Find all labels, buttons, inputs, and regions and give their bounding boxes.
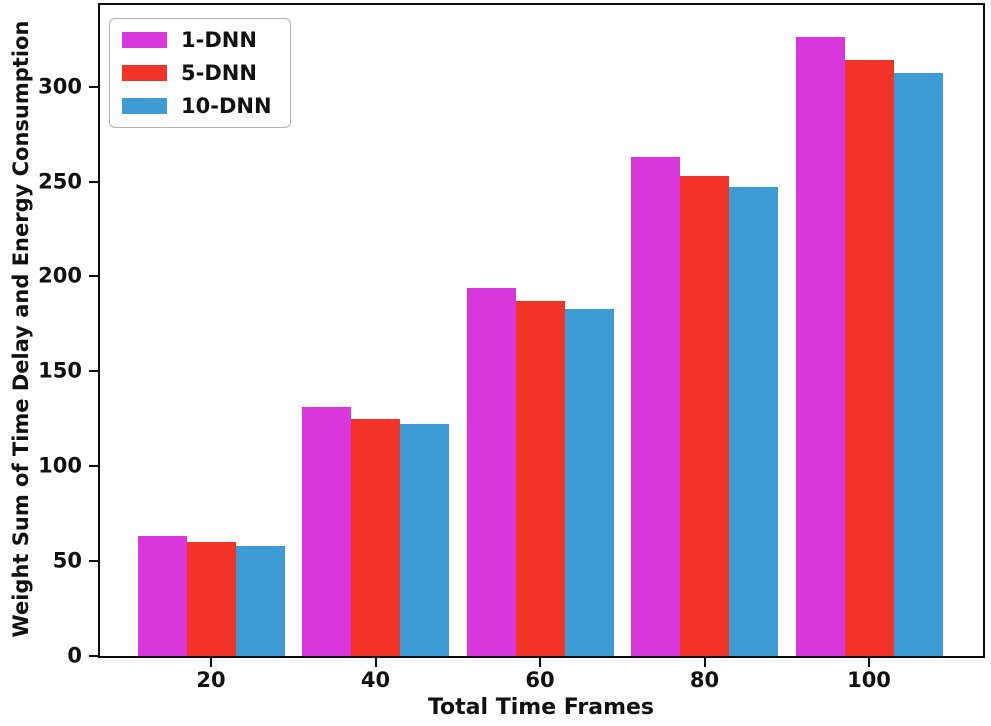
- bar-5-DNN-x80: [680, 175, 729, 656]
- x-tick-label-20: 20: [196, 668, 226, 692]
- x-tick-mark-100: [868, 658, 870, 667]
- x-tick-label-80: 80: [689, 668, 720, 692]
- y-tick-label-0: 0: [67, 643, 82, 668]
- y-tick-mark-200: [89, 275, 98, 278]
- x-tick-label-60: 60: [525, 668, 555, 692]
- y-tick-mark-100: [89, 465, 98, 468]
- bar-10-DNN-x80: [729, 187, 778, 656]
- bar-1-DNN-x80: [631, 156, 680, 656]
- x-tick-label-100: 100: [847, 668, 891, 692]
- legend-item-5-DNN: 5-DNN: [122, 60, 272, 86]
- legend-swatch-5-DNN: [122, 65, 167, 81]
- bar-5-DNN-x20: [186, 542, 236, 656]
- bar-1-DNN-x20: [137, 536, 187, 656]
- y-tick-label-250: 250: [38, 169, 82, 194]
- bar-5-DNN-x100: [844, 60, 894, 656]
- x-tick-mark-80: [703, 658, 706, 667]
- bar-10-DNN-x100: [893, 73, 943, 656]
- y-tick-label-300: 300: [38, 74, 82, 99]
- x-tick-mark-60: [539, 658, 541, 667]
- legend-item-1-DNN: 1-DNN: [122, 27, 272, 53]
- bar-10-DNN-x40: [400, 424, 449, 656]
- plot-area: 1-DNN 5-DNN 10-DNN: [98, 3, 985, 658]
- bar-10-DNN-x20: [235, 545, 285, 656]
- x-tick-mark-40: [374, 658, 377, 667]
- legend-swatch-10-DNN: [122, 98, 167, 114]
- y-tick-mark-150: [89, 370, 98, 373]
- bar-1-DNN-x60: [466, 287, 516, 656]
- legend-swatch-1-DNN: [122, 32, 167, 48]
- y-tick-mark-0: [89, 655, 98, 657]
- y-tick-label-100: 100: [38, 453, 82, 478]
- legend-label: 5-DNN: [181, 61, 257, 85]
- bar-1-DNN-x40: [302, 407, 351, 656]
- bar-10-DNN-x60: [564, 308, 614, 656]
- legend-item-10-DNN: 10-DNN: [122, 93, 272, 119]
- bar-5-DNN-x60: [515, 301, 565, 656]
- y-tick-mark-300: [89, 85, 98, 88]
- y-tick-label-150: 150: [38, 358, 82, 383]
- legend-label: 1-DNN: [181, 28, 257, 52]
- legend-label: 10-DNN: [181, 94, 272, 118]
- x-axis-label: Total Time Frames: [427, 695, 655, 720]
- x-tick-label-40: 40: [360, 668, 391, 692]
- y-tick-mark-50: [89, 560, 98, 563]
- y-tick-label-50: 50: [52, 548, 82, 573]
- legend: 1-DNN 5-DNN 10-DNN: [109, 18, 291, 128]
- bar-1-DNN-x100: [795, 37, 845, 656]
- bar-5-DNN-x40: [351, 418, 400, 656]
- y-tick-mark-250: [89, 180, 98, 183]
- x-tick-mark-20: [210, 658, 212, 667]
- y-tick-label-200: 200: [38, 263, 82, 288]
